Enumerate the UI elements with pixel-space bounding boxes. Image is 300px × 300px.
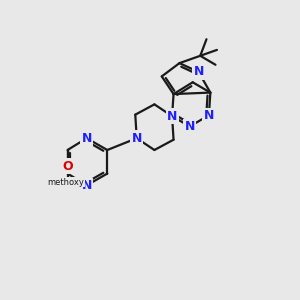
Text: N: N (167, 110, 177, 123)
Text: O: O (62, 160, 73, 173)
Text: N: N (184, 120, 195, 133)
Text: N: N (194, 65, 204, 79)
Text: N: N (204, 109, 214, 122)
Text: methoxy: methoxy (48, 178, 85, 187)
Text: N: N (132, 132, 142, 145)
Text: N: N (82, 132, 92, 145)
Text: N: N (82, 179, 92, 192)
